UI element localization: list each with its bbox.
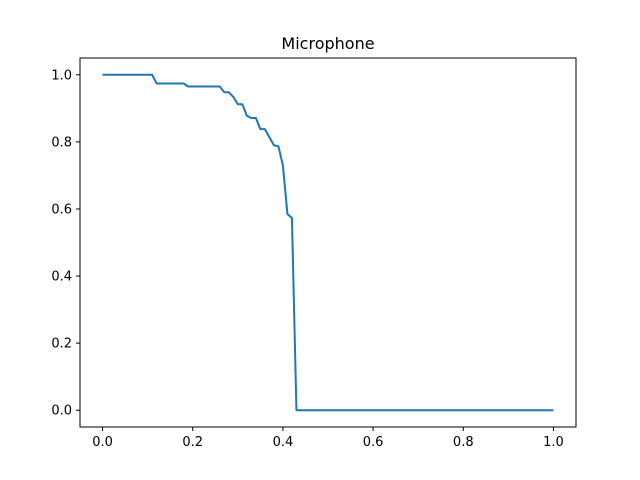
y-tick-label: 0.2 xyxy=(51,337,72,352)
series-line-0 xyxy=(102,73,554,412)
x-tick-label: 1.0 xyxy=(543,435,564,450)
x-tick-label: 0.2 xyxy=(182,435,203,450)
x-tick-label: 0.8 xyxy=(453,435,474,450)
y-tick-label: 1.0 xyxy=(51,68,72,83)
x-tick-label: 0.0 xyxy=(92,435,113,450)
y-tick-label: 0.8 xyxy=(51,135,72,150)
plot-area: 0.0 0.2 0.4 0.6 0.8 1.0 0.0 0.2 0.4 0.6 0.8 1.0 xyxy=(51,57,577,450)
y-tick-label: 0.4 xyxy=(51,270,72,285)
y-tick-label: 0.0 xyxy=(51,404,72,419)
axes-frame xyxy=(79,57,577,428)
x-tick-label: 0.4 xyxy=(273,435,294,450)
y-tick-label: 0.6 xyxy=(51,202,72,217)
x-tick-label: 0.6 xyxy=(363,435,384,450)
chart-title: Microphone xyxy=(281,34,374,53)
